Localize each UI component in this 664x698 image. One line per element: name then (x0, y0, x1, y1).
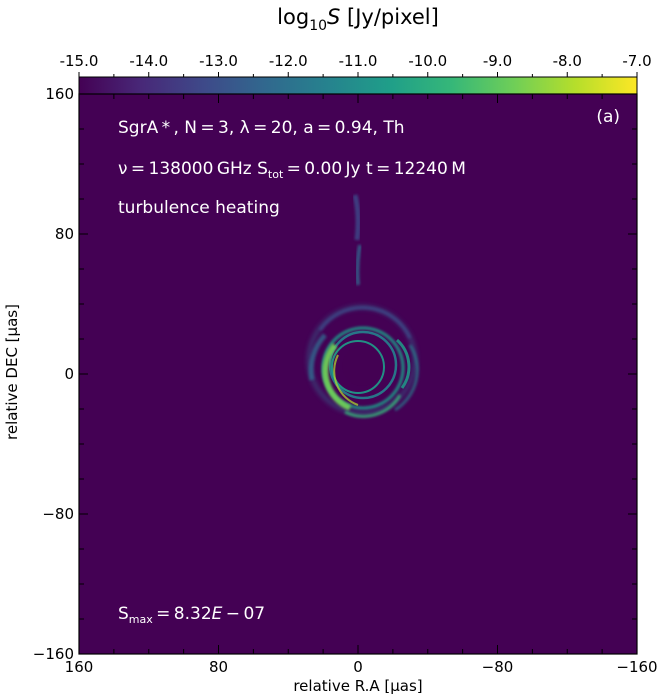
x-tick-label: 0 (353, 658, 363, 676)
x-tick-label: 160 (65, 658, 94, 676)
y-tick-label: −80 (42, 505, 74, 523)
smax-label: Smax = 8.32E − 07 (118, 604, 265, 626)
x-tick-label: −160 (616, 658, 657, 676)
overlay-line2: ν = 138000 GHz Stot = 0.00 Jy t = 12240 … (118, 159, 466, 181)
y-axis-label: relative DEC [μas] (3, 304, 21, 440)
colorbar-tick-label: -14.0 (129, 52, 168, 70)
colorbar-ticks: -15.0 -14.0 -13.0 -12.0 -11.0 -10.0 -9.0 -8.0 -7… (60, 52, 652, 77)
colorbar-tick-label: -12.0 (269, 52, 308, 70)
bright-crescent-core (333, 354, 359, 406)
image-emission (307, 194, 419, 418)
inner-ring (328, 330, 398, 400)
outer-arc-west (394, 344, 419, 412)
x-tick-label: −80 (482, 658, 514, 676)
colorbar-tick-label: -15.0 (60, 52, 99, 70)
x-axis-label: relative R.A [μas] (293, 677, 422, 695)
colorbar-tick-label: -8.0 (553, 52, 582, 70)
x-axis-ticks: 160 80 0 −80 −160 (65, 94, 658, 676)
overlay-line3: turbulence heating (118, 198, 280, 218)
x-tick-label: 80 (209, 658, 228, 676)
photon-ring (331, 340, 385, 394)
y-tick-label: 80 (55, 225, 74, 243)
bright-crescent (322, 343, 352, 411)
colorbar-tick-label: -9.0 (483, 52, 512, 70)
jet-lower (355, 244, 362, 286)
colorbar (78, 76, 638, 95)
y-axis-ticks: 160 80 0 −80 −160 (33, 85, 637, 663)
colorbar-tick-label: -11.0 (339, 52, 378, 70)
colorbar-tick-label: -13.0 (199, 52, 238, 70)
overlay-line1: SgrA * , N = 3, λ = 20, a = 0.94, Th (118, 118, 404, 138)
colorbar-tick-label: -10.0 (408, 52, 447, 70)
south-arc (344, 394, 402, 418)
colorbar-title: log10S [Jy/pixel] (277, 5, 439, 34)
y-tick-label: 160 (45, 85, 74, 103)
jet-upper (352, 194, 361, 241)
colorbar-tick-label: -7.0 (622, 52, 651, 70)
outer-arc-north (318, 306, 412, 339)
panel-label: (a) (596, 107, 620, 127)
shadow (342, 346, 382, 386)
y-tick-label: −160 (33, 645, 74, 663)
y-tick-label: 0 (64, 365, 74, 383)
outer-arc-east (308, 333, 327, 381)
west-arc (395, 338, 411, 389)
